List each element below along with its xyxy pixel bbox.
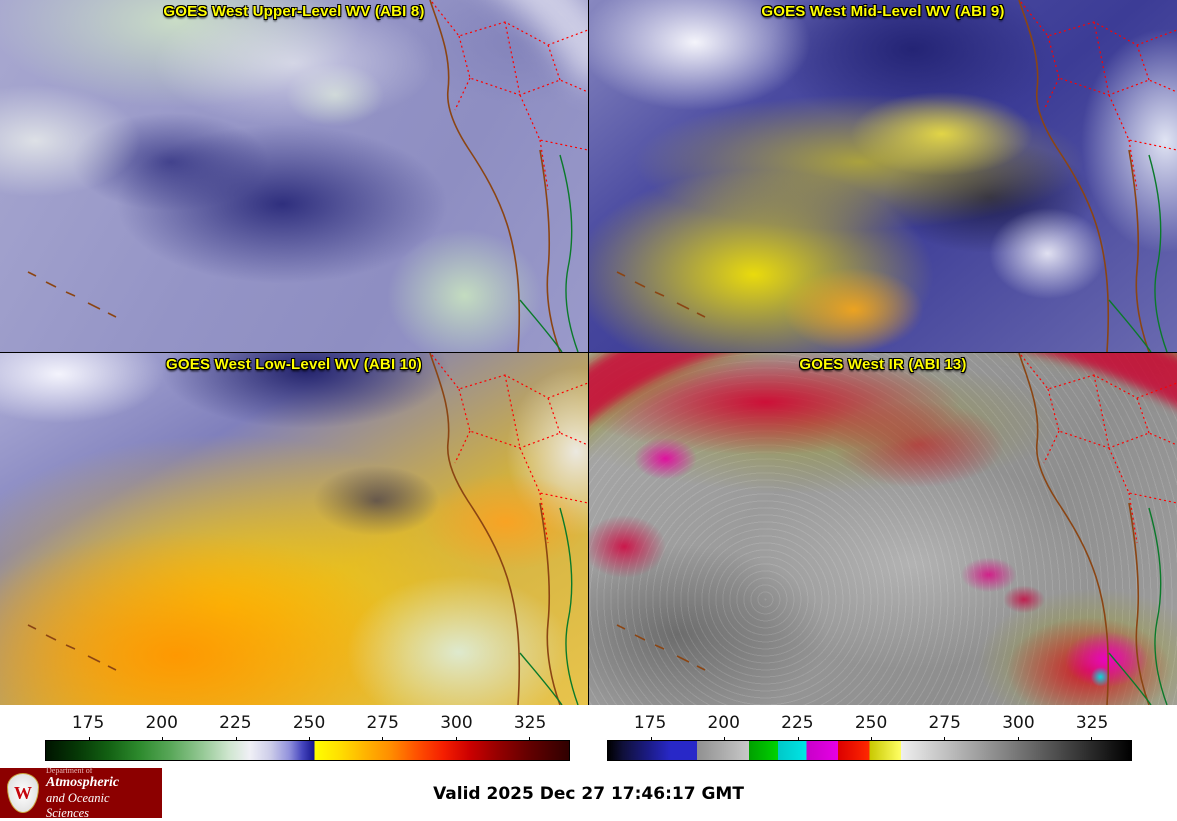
colorbar-tickmark [235,737,237,741]
footer: Valid 2025 Dec 27 17:46:17 GMT W Departm… [0,766,1177,821]
colorbar-tick-label: 200 [707,713,740,733]
colorbar-tickmark [724,737,726,741]
panel-mid-level-wv: GOES West Mid-Level WV (ABI 9) [589,0,1177,352]
colorbar-tick-label: 275 [928,713,961,733]
colorbar-tickmark [162,737,164,741]
panel-title-abi9: GOES West Mid-Level WV (ABI 9) [761,3,1005,20]
panel-title-abi10: GOES West Low-Level WV (ABI 10) [166,356,422,373]
colorbar-tickmark [871,737,873,741]
logo-dept-line: Department of [46,765,93,775]
map-overlay [589,353,1177,705]
colorbar-ir-tick-labels: 175 200 225 250 275 300 325 [607,713,1132,737]
colorbar-tickmark [1017,737,1019,741]
colorbar-tick-label: 250 [854,713,888,733]
colorbar-tick-label: 175 [633,713,667,733]
colorbar-tickmark [88,737,90,741]
uw-crest-icon: W [7,773,39,813]
colorbar-tickmark [309,737,311,741]
colorbar-tickmark [797,737,799,741]
logo-name-line1: Atmospheric [46,774,120,790]
map-overlay [0,353,588,705]
valid-time: Valid 2025 Dec 27 17:46:17 GMT [433,783,744,804]
logo-name-line2: and Oceanic Sciences [46,790,110,820]
colorbar-ir-gradient-bar [607,737,1132,761]
colorbar-tickmark [650,737,652,741]
colorbar-wv: 175 200 225 250 275 300 325 [0,713,588,767]
panel-title-abi8: GOES West Upper-Level WV (ABI 8) [163,3,425,20]
colorbar-tickmark [1091,737,1093,741]
colorbar-tickmark [455,737,457,741]
panel-upper-level-wv: GOES West Upper-Level WV (ABI 8) [0,0,588,352]
colorbar-tickmark [944,737,946,741]
logo-text: Department of Atmospheric and Oceanic Sc… [46,766,155,821]
colorbar-wv-gradient-bar [45,737,570,761]
colorbar-tick-label: 275 [366,713,399,733]
aos-logo: W Department of Atmospheric and Oceanic … [0,766,162,821]
colorbar-tick-label: 225 [219,713,252,733]
colorbar-tick-label: 225 [781,713,814,733]
map-overlay [0,0,588,352]
colorbar-tick-label: 250 [292,713,326,733]
uw-crest-letter: W [14,782,32,803]
colorbar-tick-label: 175 [71,713,105,733]
satellite-quad-grid: GOES West Upper-Level WV (ABI 8) GOES We… [0,0,1177,705]
colorbar-tick-label: 325 [1075,713,1109,733]
panel-low-level-wv: GOES West Low-Level WV (ABI 10) [0,353,588,705]
colorbar-tickmark [529,737,531,741]
colorbar-tick-label: 300 [440,713,473,733]
colorbar-tick-label: 325 [513,713,547,733]
map-overlay [589,0,1177,352]
colorbar-tick-label: 300 [1002,713,1035,733]
panel-title-abi13: GOES West IR (ABI 13) [799,356,967,373]
colorbar-tick-label: 200 [145,713,178,733]
colorbar-tickmark [382,737,384,741]
colorbar-ir: 175 200 225 250 275 300 325 [588,713,1177,767]
colorbar-wv-tick-labels: 175 200 225 250 275 300 325 [45,713,570,737]
panel-ir: GOES West IR (ABI 13) [589,353,1177,705]
colorbar-strip: 175 200 225 250 275 300 325 175 200 225 250 275 300… [0,705,1177,767]
